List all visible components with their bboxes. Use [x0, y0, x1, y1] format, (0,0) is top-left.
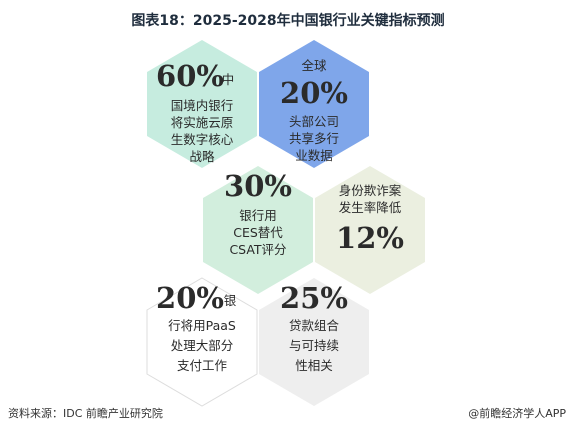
hex-ces-csat-figure: 30% — [224, 169, 292, 203]
hex-loan-portfolio-line-1: 贷款组合 — [289, 318, 340, 333]
hex-shared-data-line-2: 共享多行 — [289, 131, 339, 146]
hex-cloud-native-figure: 60% — [156, 59, 224, 93]
hex-shared-data-figure: 20% — [280, 76, 348, 110]
hex-cloud-native-line-2: 将实施云原 — [171, 115, 234, 130]
hex-shared-data-line-1: 头部公司 — [289, 114, 339, 129]
hex-shared-data-line-3: 业数据 — [295, 148, 333, 163]
hex-paas-figure: 20% — [156, 281, 224, 315]
hex-loan-portfolio — [259, 278, 369, 406]
source-note: 资料来源：IDC 前瞻产业研究院 — [8, 407, 163, 420]
hex-fraud — [315, 166, 425, 294]
hex-loan-portfolio-line-2: 与可持续 — [289, 338, 339, 353]
hex-paas-line-3: 支付工作 — [177, 358, 228, 373]
hex-paas-suffix: 银 — [224, 293, 237, 308]
hex-fraud-line-2: 发生率降低 — [339, 200, 402, 215]
chart-title: 图表18：2025-2028年中国银行业关键指标预测 — [131, 13, 445, 29]
hex-cloud-native-suffix: 中 — [222, 72, 235, 87]
hex-ces-csat-line-3: CSAT评分 — [229, 242, 286, 257]
hex-ces-csat — [203, 166, 313, 294]
hex-paas-line-1: 行将用PaaS — [168, 318, 236, 333]
hex-paas-line-2: 处理大部分 — [171, 338, 234, 353]
hex-fraud-figure: 12% — [336, 221, 404, 255]
hex-cloud-native-line-3: 生数字核心 — [171, 132, 234, 147]
hex-cloud-native — [147, 40, 257, 168]
hex-loan-portfolio-line-3: 性相关 — [295, 358, 333, 373]
hex-shared-data — [259, 40, 369, 168]
hex-cloud-native-line-4: 战略 — [189, 149, 215, 164]
hex-fraud-line-1: 身份欺诈案 — [339, 183, 402, 198]
hex-paas — [146, 277, 258, 407]
brand-note: @前瞻经济学人APP — [468, 407, 566, 420]
hex-ces-csat-line-1: 银行用 — [239, 208, 277, 223]
hex-ces-csat-line-2: CES替代 — [233, 225, 283, 240]
hex-shared-data-prefix: 全球 — [301, 58, 327, 73]
hex-cloud-native-line-1: 国境内银行 — [171, 98, 234, 113]
hex-loan-portfolio-figure: 25% — [280, 281, 348, 315]
